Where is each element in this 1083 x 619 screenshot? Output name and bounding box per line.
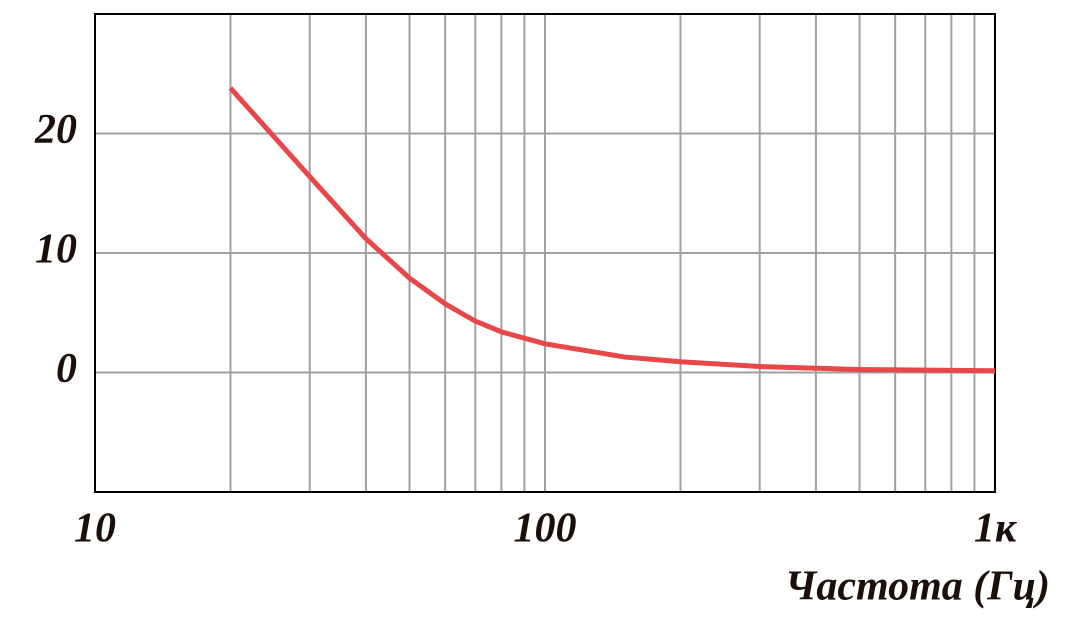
y-tick-label: 10 — [35, 227, 77, 273]
line — [228, 86, 996, 374]
y-tick-label: 0 — [56, 346, 77, 392]
x-axis-label: Частота (Гц) — [785, 564, 1050, 610]
x-tick-label: 10 — [74, 506, 116, 552]
plot-frame — [94, 13, 996, 493]
x-tick-label: 100 — [514, 506, 577, 552]
y-tick-label: 20 — [34, 107, 77, 153]
x-tick-label: 1к — [974, 506, 1018, 552]
